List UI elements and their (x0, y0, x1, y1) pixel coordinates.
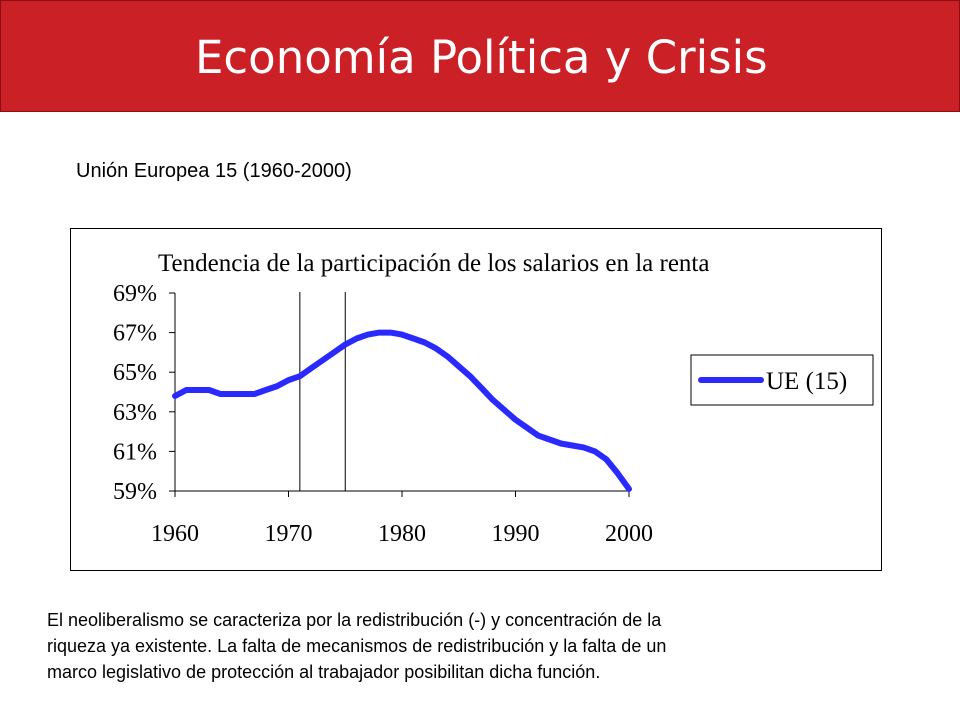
y-tick-label: 69% (113, 281, 157, 307)
series-line (172, 329, 632, 492)
body-line: El neoliberalismo se caracteriza por la … (47, 610, 662, 630)
x-tick-label: 1970 (265, 521, 313, 547)
y-tick-label: 65% (113, 360, 157, 386)
x-tick-label: 1960 (151, 521, 199, 547)
legend-label: UE (15) (766, 368, 847, 395)
x-tick-label: 1980 (378, 521, 426, 547)
x-tick-label: 2000 (605, 521, 653, 547)
chart-subtitle: Unión Europea 15 (1960-2000) (76, 160, 352, 182)
y-tick-label: 59% (113, 479, 157, 505)
line-chart: Tendencia de la participación de los sal… (113, 250, 874, 547)
chart-title: Tendencia de la participación de los sal… (158, 250, 709, 277)
y-tick-label: 63% (113, 400, 157, 426)
chart-frame: Tendencia de la participación de los sal… (70, 228, 882, 571)
title-banner: Economía Política y Crisis (0, 0, 960, 112)
body-line: marco legislativo de protección al traba… (47, 662, 601, 682)
body-paragraph: El neoliberalismo se caracteriza por la … (47, 607, 867, 685)
body-line: riqueza ya existente. La falta de mecani… (47, 636, 667, 656)
y-tick-label: 61% (113, 439, 157, 465)
y-tick-label: 67% (113, 321, 157, 347)
x-tick-label: 1990 (492, 521, 540, 547)
page-title: Economía Política y Crisis (195, 31, 768, 84)
